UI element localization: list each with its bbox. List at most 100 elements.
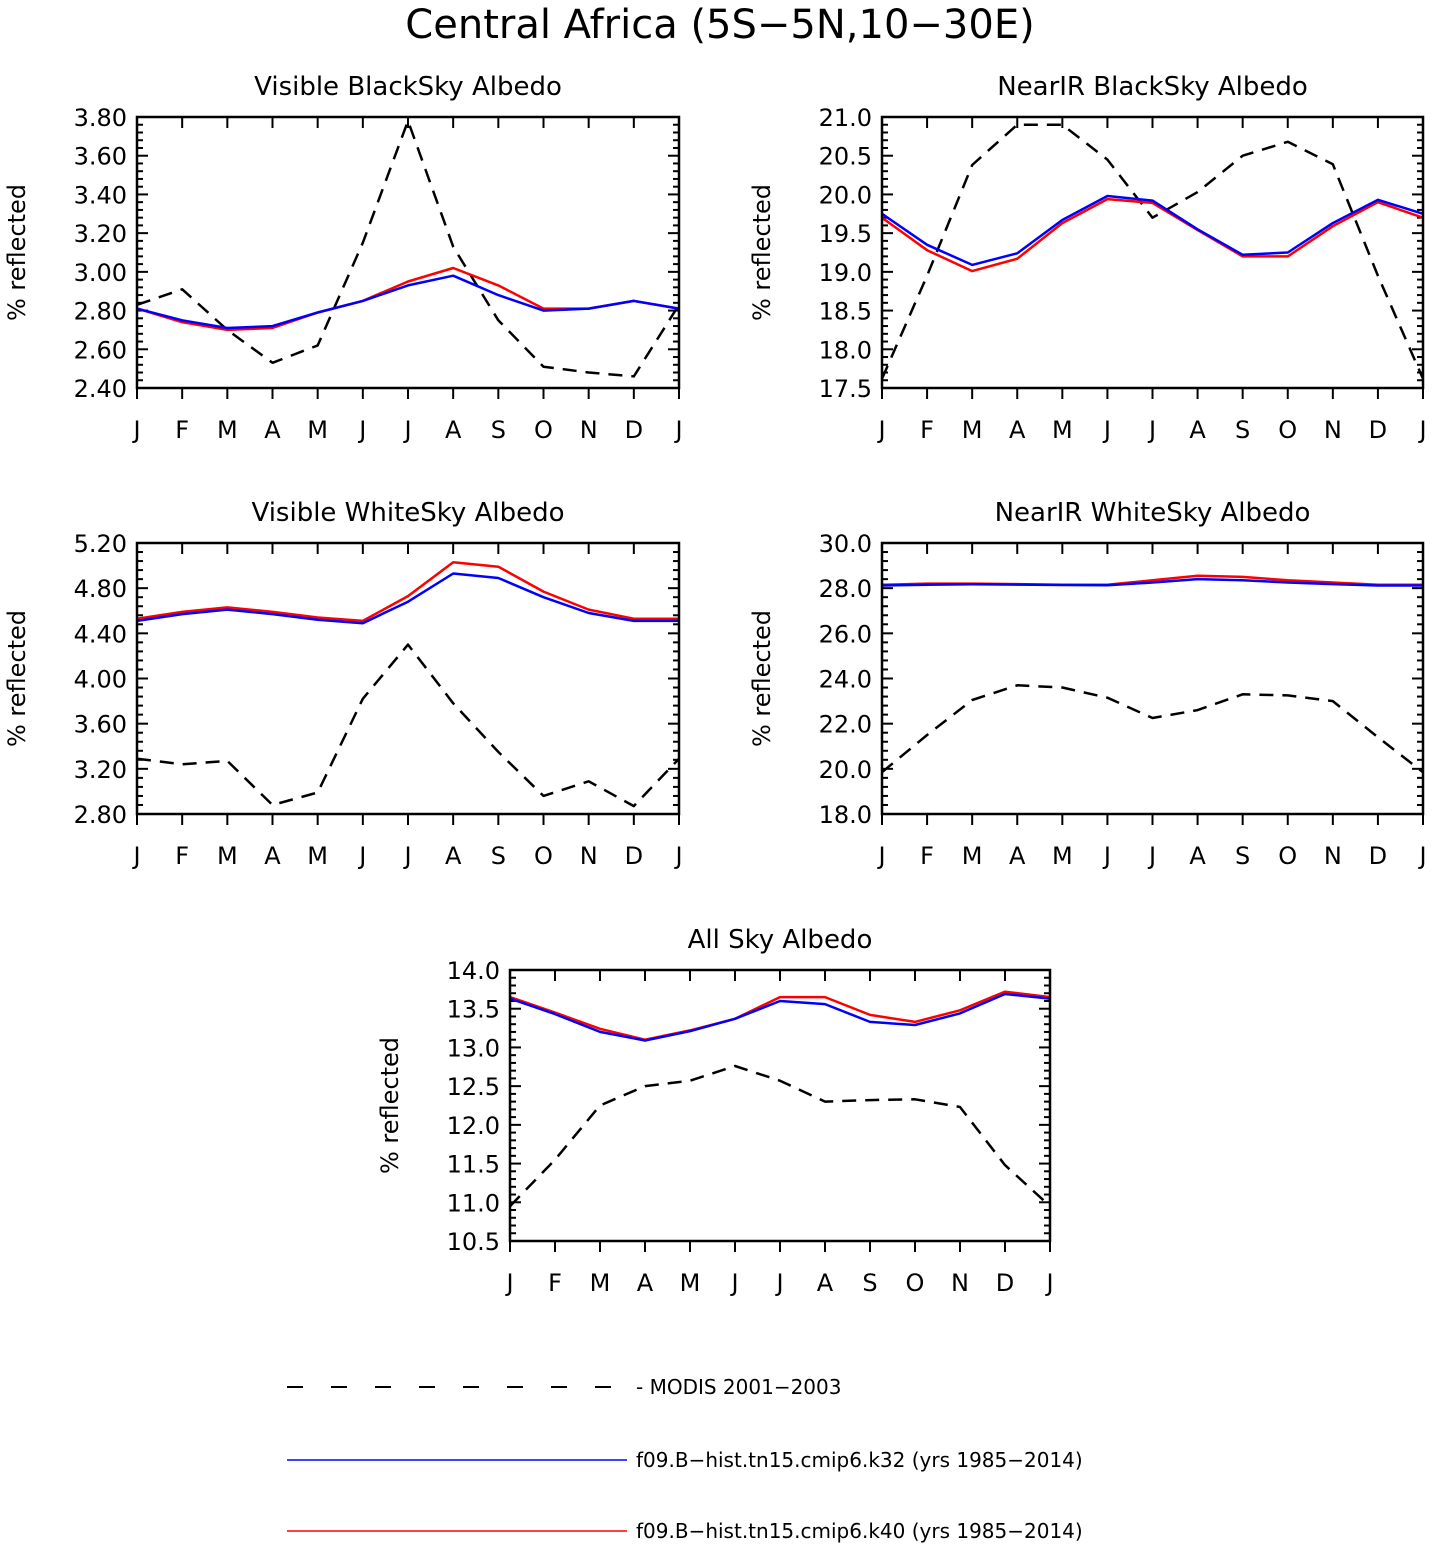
panel-title: All Sky Albedo [688,925,873,955]
y-tick-label: 18.5 [819,298,872,326]
x-tick-label: A [264,842,281,870]
y-tick-label: 10.5 [447,1228,500,1256]
y-tick-label: 20.5 [819,143,872,171]
y-tick-label: 2.40 [74,375,127,403]
y-tick-label: 26.0 [819,620,872,648]
x-tick-label: S [491,842,506,870]
y-tick-label: 3.60 [74,711,127,739]
x-tick-label: M [680,1269,701,1297]
x-tick-label: D [1369,416,1387,444]
x-tick-label: M [590,1269,611,1297]
series-line-modis [880,123,1425,380]
x-tick-label: A [1189,416,1206,444]
x-tick-label: A [1009,842,1026,870]
series-line-k40 [136,560,679,623]
series-line-k32 [136,274,680,330]
y-tick-label: 4.40 [74,620,127,648]
x-tick-label: O [1278,416,1297,444]
legend-label: - MODIS 2001−2003 [636,1375,841,1399]
x-tick-label: J [774,1269,783,1297]
y-tick-label: 30.0 [819,530,872,558]
y-tick-label: 13.5 [447,996,500,1024]
y-tick-label: 19.0 [819,259,872,287]
series-line-k32 [509,992,1051,1042]
x-tick-label: O [534,416,553,444]
y-tick-label: 18.0 [819,336,872,364]
y-tick-label: 2.80 [74,298,127,326]
x-tick-label: N [1324,842,1342,870]
panels: Visible BlackSky Albedo % reflected 2.40 2.… [3,72,1427,1297]
x-tick-label: A [445,842,462,870]
plot-frame [135,115,681,390]
y-axis-label: % reflected [748,184,776,321]
legend-item-k40: f09.B−hist.tn15.cmip6.k40 (yrs 1985−2014… [287,1519,1083,1543]
x-tick-label: D [625,842,643,870]
x-tick-label: J [131,842,140,870]
x-tick-label: J [402,416,411,444]
y-tick-label: 12.5 [447,1073,500,1101]
legend-item-modis: - MODIS 2001−2003 [287,1375,841,1399]
series-line-modis [136,643,680,808]
y-tick-label: 21.0 [819,104,872,132]
x-tick-label: N [951,1269,969,1297]
x-tick-label: M [307,416,328,444]
y-axis-label: % reflected [3,184,31,321]
y-tick-label: 3.40 [74,181,127,209]
x-tick-label: J [1147,842,1156,870]
y-tick-label: 11.0 [447,1189,500,1217]
series-line-k32 [136,572,679,625]
y-tick-label: 14.0 [447,957,500,985]
legend: - MODIS 2001−2003 f09.B−hist.tn15.cmip6.k… [287,1375,1083,1543]
x-tick-label: F [175,842,189,870]
x-tick-label: S [1235,842,1250,870]
x-tick-label: O [906,1269,925,1297]
x-tick-label: M [1052,842,1073,870]
x-tick-label: S [491,416,506,444]
legend-label: f09.B−hist.tn15.cmip6.k40 (yrs 1985−2014… [636,1519,1083,1543]
x-tick-label: O [534,842,553,870]
x-tick-label: M [962,416,983,444]
x-tick-label: M [217,416,238,444]
y-tick-label: 13.0 [447,1034,500,1062]
x-tick-label: A [817,1269,834,1297]
panel-title: Visible BlackSky Albedo [254,72,562,102]
series-line-k40 [881,197,1424,273]
figure-title: Central Africa (5S−5N,10−30E) [405,2,1034,48]
x-tick-label: N [1324,416,1342,444]
x-tick-label: J [876,416,885,444]
y-tick-label: 28.0 [819,575,872,603]
x-tick-label: J [357,416,366,444]
y-tick-label: 24.0 [819,666,872,694]
y-tick-label: 22.0 [819,711,872,739]
y-axis-label: % reflected [376,1037,404,1174]
x-tick-label: J [1417,842,1426,870]
plot-frame [508,968,1052,1243]
x-tick-label: M [1052,416,1073,444]
x-tick-label: J [131,416,140,444]
x-tick-label: A [1009,416,1026,444]
panel-2: NearIR BlackSky Albedo % reflected 17.5 18.… [748,72,1427,444]
panel-title: Visible WhiteSky Albedo [251,498,564,528]
y-tick-label: 3.00 [74,259,127,287]
panel-3: Visible WhiteSky Albedo % reflected 2.80 3.… [3,498,683,870]
x-tick-label: J [1102,842,1111,870]
x-tick-label: A [1189,842,1206,870]
series-line-k32 [881,194,1424,267]
x-tick-label: A [264,416,281,444]
panel-4: NearIR WhiteSky Albedo % reflected 18.0 20.… [748,498,1427,870]
plot-frame [880,115,1425,390]
x-tick-label: S [1235,416,1250,444]
x-tick-label: A [637,1269,654,1297]
x-tick-label: D [1369,842,1387,870]
y-tick-label: 19.5 [819,220,872,248]
x-tick-label: J [504,1269,513,1297]
panel-title: NearIR WhiteSky Albedo [995,498,1311,528]
x-tick-label: M [307,842,328,870]
y-tick-label: 5.20 [74,530,127,558]
x-tick-label: D [625,416,643,444]
y-tick-label: 4.00 [74,666,127,694]
x-tick-label: J [673,416,682,444]
series-line-k32 [881,577,1423,587]
x-tick-label: J [1102,416,1111,444]
